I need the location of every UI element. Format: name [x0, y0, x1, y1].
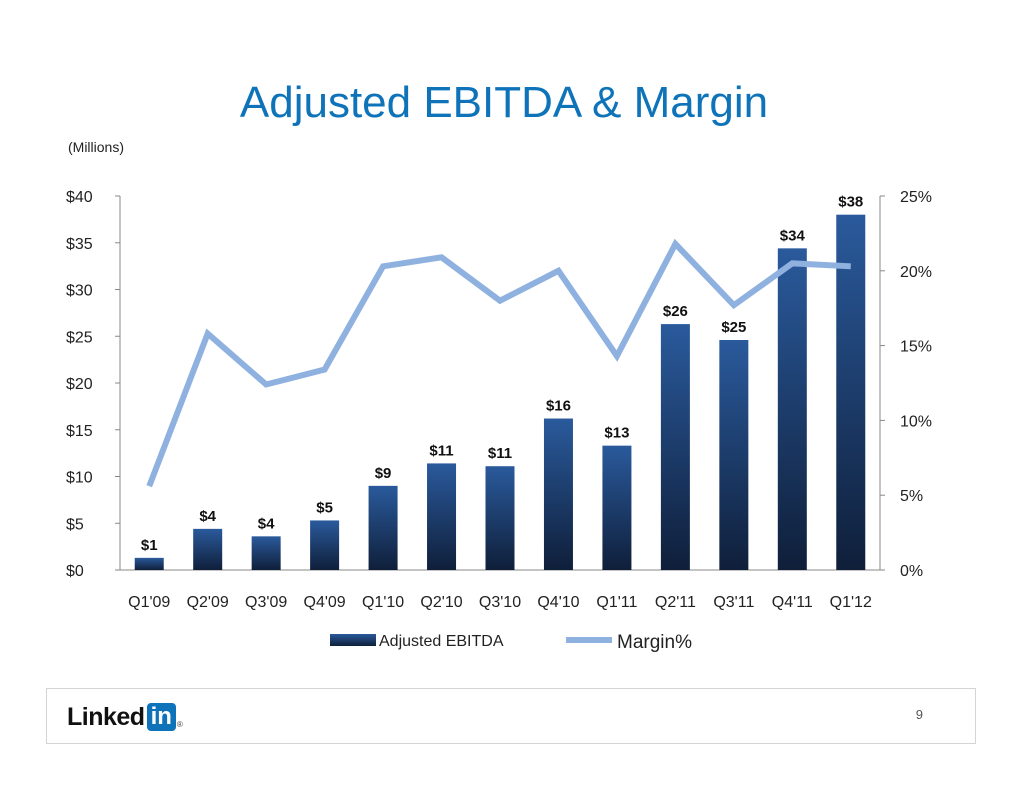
left-axis-tick-label: $5	[66, 516, 84, 533]
ebitda-data-label: $11	[429, 442, 453, 459]
ebitda-bar	[660, 324, 690, 570]
legend-label-ebitda: Adjusted EBITDA	[379, 633, 504, 650]
x-axis-tick-label: Q3'10	[479, 594, 521, 611]
footer-bar: Linked in ® 9	[46, 688, 976, 744]
logo-text-in: in	[146, 703, 176, 731]
left-axis-tick-label: $30	[66, 283, 93, 300]
ebitda-data-label: $9	[375, 465, 392, 482]
right-axis-tick-label: 10%	[900, 413, 932, 430]
x-axis-tick-label: Q3'09	[245, 594, 287, 611]
left-axis-tick-label: $10	[66, 470, 93, 487]
left-axis-tick-label: $35	[66, 236, 93, 253]
logo-registered-mark: ®	[176, 720, 183, 729]
linkedin-logo: Linked in ®	[67, 701, 183, 733]
right-axis-tick-label: 0%	[900, 563, 923, 580]
left-axis-tick-label: $25	[66, 329, 93, 346]
units-label: (Millions)	[68, 139, 124, 155]
ebitda-data-label: $1	[141, 537, 158, 554]
slide-title: Adjusted EBITDA & Margin	[239, 78, 769, 127]
logo-text-linked: Linked	[67, 702, 145, 731]
ebitda-bar	[427, 463, 457, 570]
left-axis-tick-label: $20	[66, 376, 93, 393]
ebitda-bar	[777, 248, 807, 571]
x-axis-tick-label: Q3'11	[713, 594, 754, 611]
left-axis-tick-label: $15	[66, 423, 93, 440]
ebitda-data-label: $13	[604, 425, 629, 442]
ebitda-data-label: $4	[199, 508, 216, 525]
ebitda-data-label: $26	[663, 303, 688, 320]
ebitda-data-label: $11	[488, 445, 512, 462]
x-axis-tick-label: Q2'11	[655, 594, 696, 611]
x-axis-tick-label: Q4'11	[772, 594, 813, 611]
x-axis-tick-label: Q4'10	[537, 594, 579, 611]
ebitda-data-label: $4	[258, 515, 275, 532]
ebitda-bar	[719, 339, 749, 570]
right-axis-tick-label: 5%	[900, 488, 923, 505]
x-axis-tick-label: Q1'12	[830, 594, 872, 611]
right-axis-tick-label: 25%	[900, 189, 932, 206]
ebitda-margin-chart: $0 $5 $10 $15 $20 $25 $30 $35 $40 0% 5% 10% 15% 20% 25…	[66, 189, 932, 653]
ebitda-data-label: $16	[546, 398, 571, 415]
ebitda-bar	[602, 445, 632, 570]
ebitda-bar	[310, 520, 340, 570]
right-axis-tick-label: 20%	[900, 264, 932, 281]
x-axis-tick-label: Q2'10	[420, 594, 462, 611]
x-axis-tick-label: Q4'09	[304, 594, 346, 611]
ebitda-bar	[251, 536, 281, 570]
legend-label-margin: Margin%	[617, 632, 692, 653]
ebitda-bar	[368, 485, 398, 570]
legend-swatch-ebitda	[330, 634, 376, 646]
ebitda-data-label: $5	[316, 499, 333, 516]
ebitda-bar	[485, 466, 515, 570]
ebitda-bar	[134, 557, 164, 570]
ebitda-bar	[543, 418, 573, 570]
ebitda-data-label: $25	[721, 319, 746, 336]
x-axis-tick-label: Q1'09	[128, 594, 170, 611]
right-axis-tick-label: 15%	[900, 339, 932, 356]
ebitda-data-label: $38	[838, 194, 863, 211]
left-axis-tick-label: $0	[66, 563, 84, 580]
page-number: 9	[915, 707, 923, 722]
ebitda-data-label: $34	[780, 227, 806, 244]
x-axis-tick-label: Q2'09	[187, 594, 229, 611]
ebitda-bar	[836, 214, 866, 570]
left-axis-tick-label: $40	[66, 189, 93, 206]
x-axis-tick-label: Q1'10	[362, 594, 404, 611]
x-axis-tick-label: Q1'11	[596, 594, 637, 611]
ebitda-bar	[193, 528, 223, 570]
